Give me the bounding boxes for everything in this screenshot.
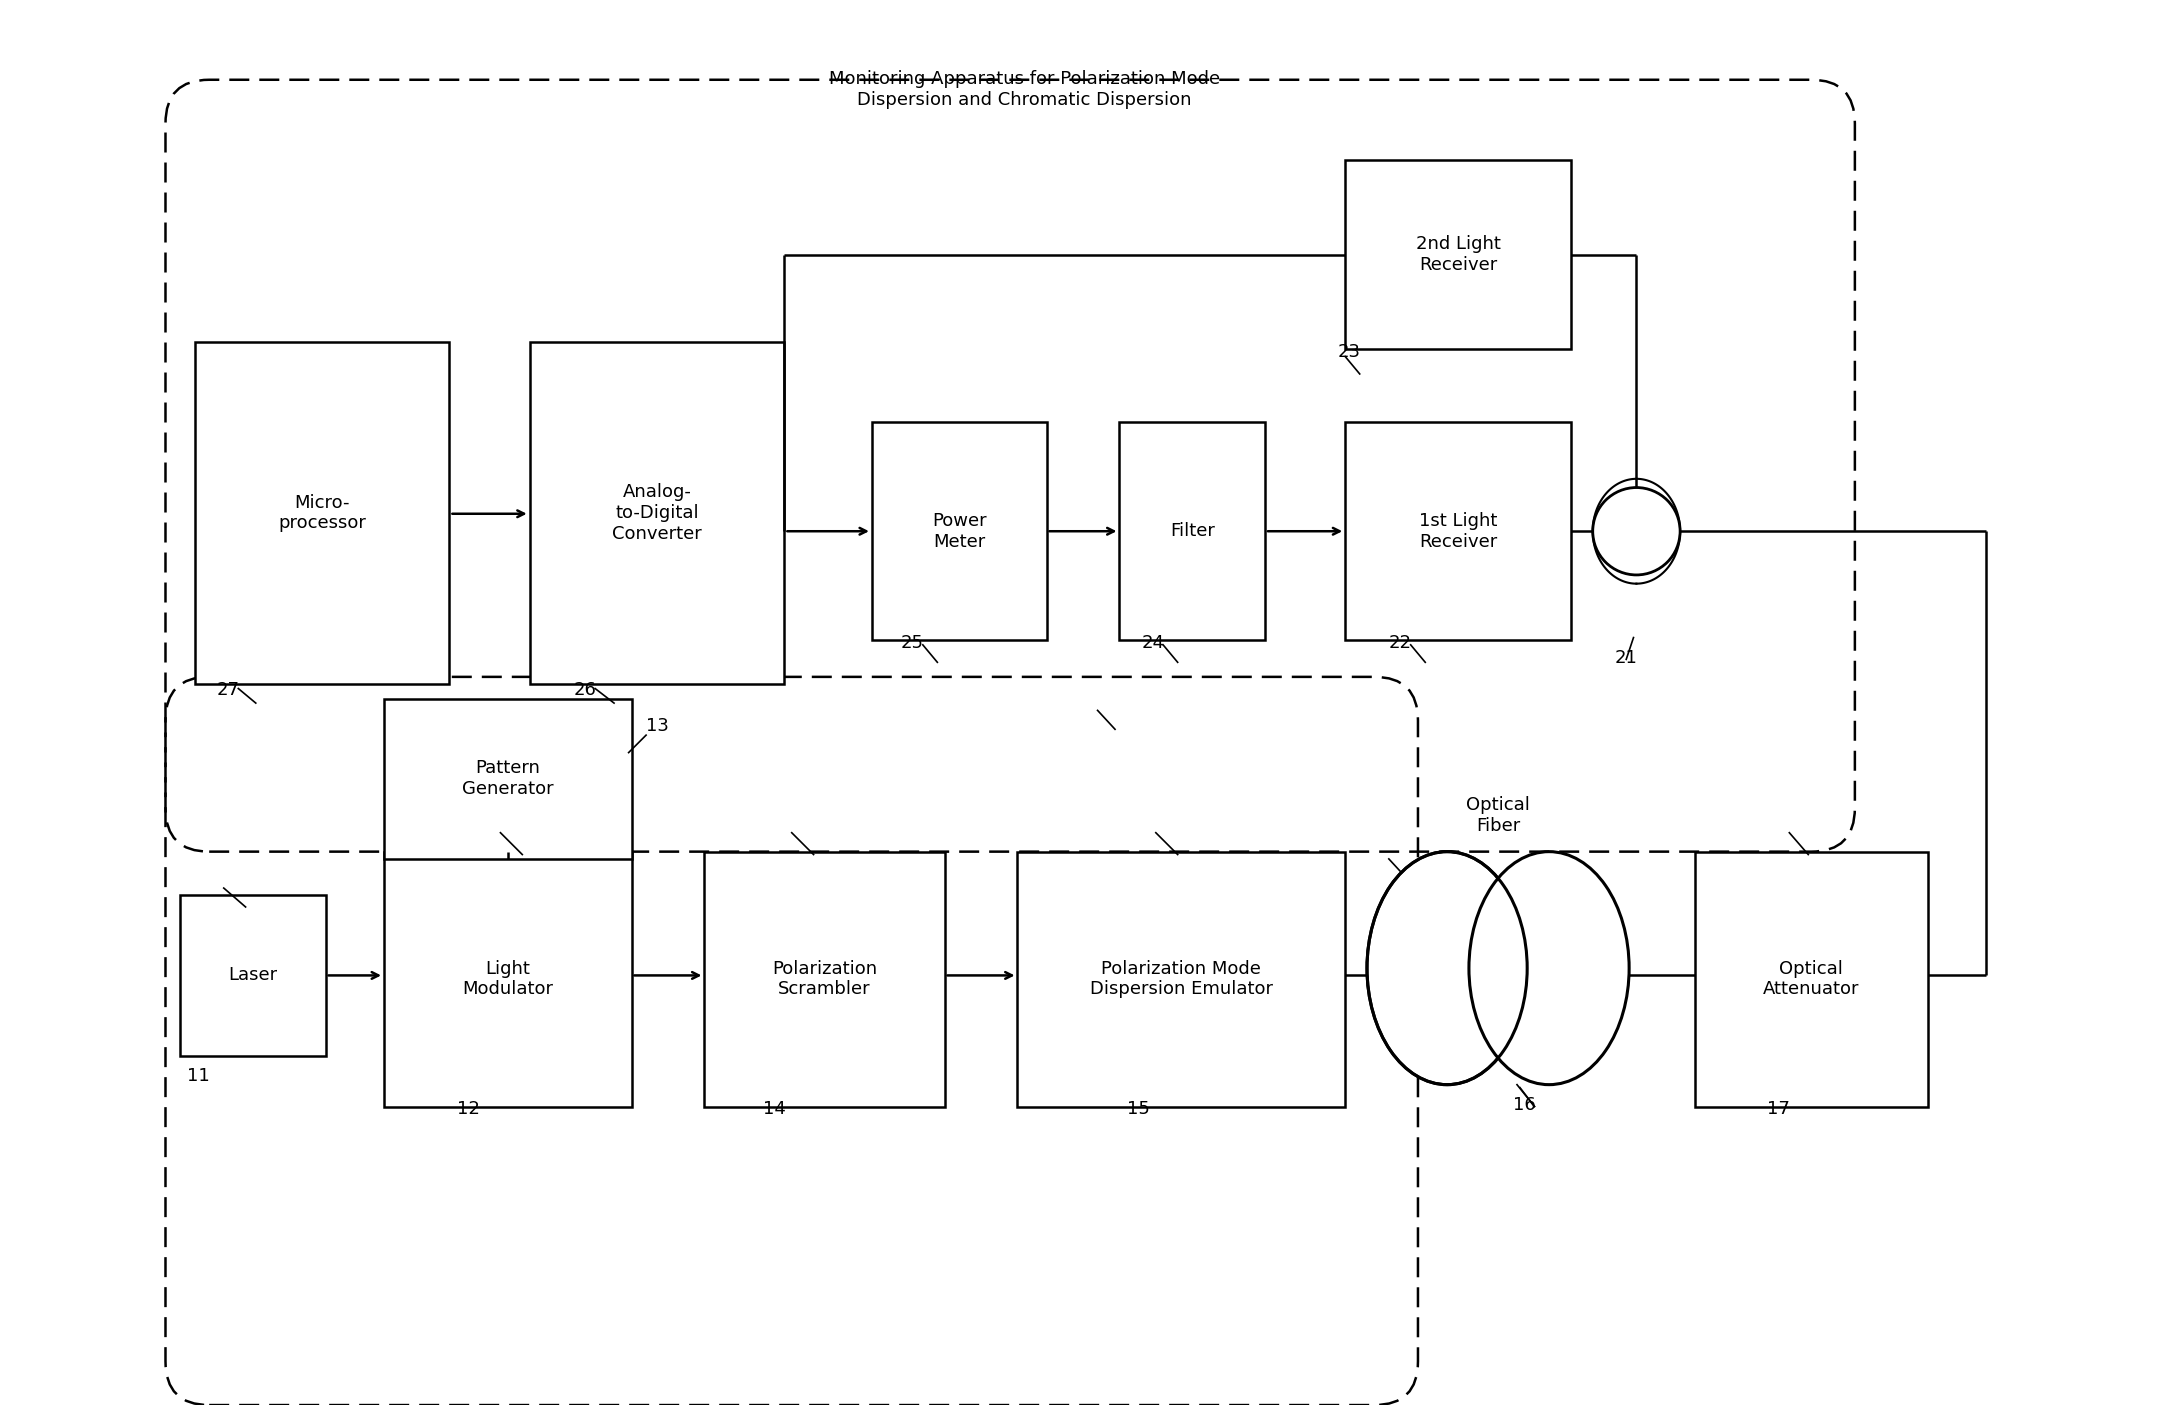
Text: Pattern
Generator: Pattern Generator	[461, 760, 554, 798]
Bar	[1120, 422, 1265, 641]
Text: 15: 15	[1126, 1100, 1150, 1118]
Text: 2nd Light
Receiver: 2nd Light Receiver	[1417, 236, 1501, 274]
Text: Laser: Laser	[227, 966, 277, 984]
Text: 25: 25	[901, 634, 925, 652]
Bar	[704, 851, 944, 1107]
Text: 11: 11	[186, 1066, 210, 1084]
Text: Micro-
processor: Micro- processor	[277, 494, 366, 532]
Text: Light
Modulator: Light Modulator	[461, 960, 552, 998]
Ellipse shape	[1469, 851, 1629, 1084]
Bar	[1018, 851, 1345, 1107]
Text: 26: 26	[574, 681, 596, 699]
Circle shape	[1592, 487, 1681, 575]
Bar	[180, 895, 325, 1056]
Bar	[195, 342, 451, 685]
Text: Power
Meter: Power Meter	[931, 511, 986, 551]
Text: Analog-
to-Digital
Converter: Analog- to-Digital Converter	[613, 483, 702, 542]
Text: Polarization Mode
Dispersion Emulator: Polarization Mode Dispersion Emulator	[1089, 960, 1274, 998]
Text: 24: 24	[1141, 634, 1165, 652]
Bar	[1694, 851, 1928, 1107]
Bar	[529, 342, 784, 685]
Text: Monitoring Apparatus for Polarization Mode
Dispersion and Chromatic Dispersion: Monitoring Apparatus for Polarization Mo…	[830, 71, 1219, 109]
Text: 22: 22	[1388, 634, 1412, 652]
Text: Optical
Fiber: Optical Fiber	[1466, 796, 1529, 834]
Text: Filter: Filter	[1170, 522, 1215, 541]
Text: 14: 14	[762, 1100, 786, 1118]
Text: 16: 16	[1512, 1096, 1536, 1114]
Bar	[383, 851, 632, 1107]
Ellipse shape	[1367, 851, 1527, 1084]
Text: Polarization
Scrambler: Polarization Scrambler	[771, 960, 877, 998]
Bar	[383, 699, 632, 858]
Text: 17: 17	[1767, 1100, 1791, 1118]
Text: 21: 21	[1614, 648, 1637, 666]
Text: 23: 23	[1339, 343, 1360, 361]
Text: 13: 13	[645, 717, 669, 736]
Text: 12: 12	[457, 1100, 479, 1118]
Bar	[1345, 160, 1570, 349]
Bar	[1345, 422, 1570, 641]
Text: 27: 27	[217, 681, 240, 699]
Bar	[873, 422, 1046, 641]
Text: 1st Light
Receiver: 1st Light Receiver	[1419, 511, 1497, 551]
Text: Optical
Attenuator: Optical Attenuator	[1763, 960, 1858, 998]
